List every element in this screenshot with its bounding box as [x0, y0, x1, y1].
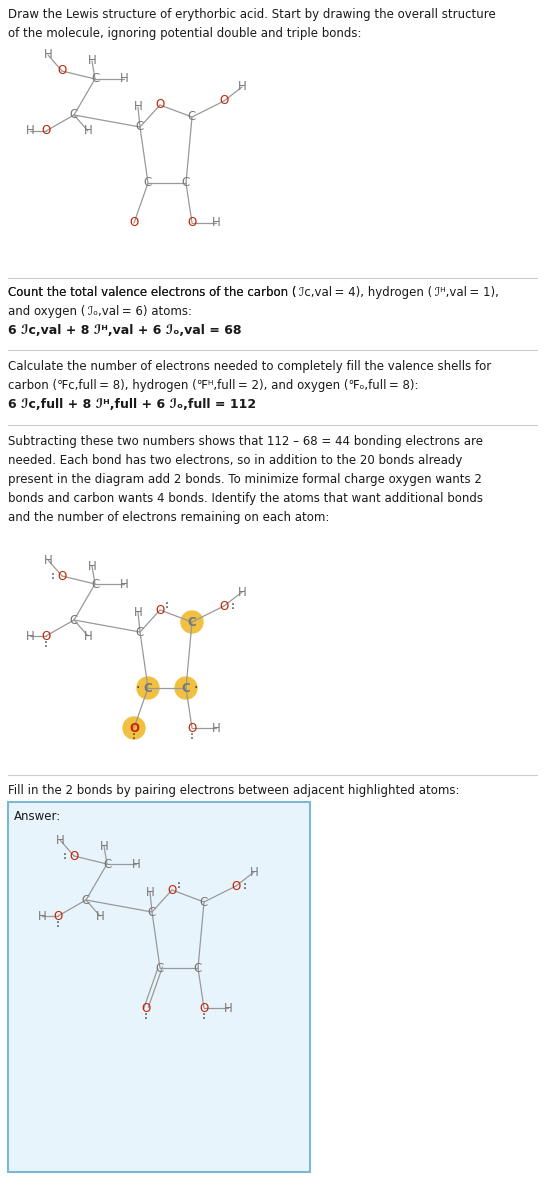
Text: O: O [187, 722, 197, 735]
Text: O: O [53, 909, 63, 922]
Text: H: H [238, 586, 246, 599]
Text: C: C [82, 894, 90, 907]
Text: :: : [55, 919, 61, 929]
Text: C: C [91, 72, 99, 85]
Text: H: H [88, 54, 96, 67]
Text: H: H [119, 578, 129, 590]
Text: :: : [176, 880, 182, 890]
Text: :: : [131, 731, 137, 740]
Text: O: O [155, 98, 165, 111]
Text: 6 ℐᴄ,full + 8 ℐᴴ,full + 6 ℐₒ,full = 112: 6 ℐᴄ,full + 8 ℐᴴ,full + 6 ℐₒ,full = 112 [8, 398, 256, 411]
Text: Draw the Lewis structure of erythorbic acid. Start by drawing the overall struct: Draw the Lewis structure of erythorbic a… [8, 8, 496, 40]
Text: C: C [70, 109, 78, 122]
Text: :: : [164, 600, 170, 611]
Text: H: H [44, 554, 52, 567]
Text: C: C [144, 681, 153, 694]
Text: H: H [238, 80, 246, 93]
Text: O: O [232, 880, 241, 893]
Text: H: H [250, 866, 258, 879]
Text: O: O [141, 1001, 150, 1014]
Text: O: O [187, 216, 197, 229]
Text: Count the total valence electrons of the carbon (: Count the total valence electrons of the… [8, 286, 296, 299]
Text: O: O [129, 216, 138, 229]
Text: H: H [44, 48, 52, 61]
Text: Count the total valence electrons of the carbon ( ℐᴄ,val = 4), hydrogen ( ℐᴴ,val: Count the total valence electrons of the… [8, 286, 499, 318]
Text: H: H [83, 629, 92, 642]
Text: :: : [189, 731, 195, 740]
Text: Fill in the 2 bonds by pairing electrons between adjacent highlighted atoms:: Fill in the 2 bonds by pairing electrons… [8, 784, 459, 797]
Text: O: O [41, 629, 51, 642]
Text: H: H [134, 606, 142, 619]
Text: C: C [136, 120, 144, 133]
Text: C: C [91, 578, 99, 590]
Text: :: : [62, 852, 68, 861]
Text: H: H [38, 909, 46, 922]
Text: H: H [26, 124, 34, 137]
Text: O: O [69, 849, 78, 862]
Text: Calculate the number of electrons needed to completely fill the valence shells f: Calculate the number of electrons needed… [8, 360, 491, 392]
Text: C: C [148, 906, 156, 919]
Text: O: O [199, 1001, 209, 1014]
Text: C: C [156, 961, 164, 974]
Text: C: C [70, 613, 78, 626]
Text: O: O [220, 600, 228, 613]
Text: H: H [100, 840, 108, 853]
Circle shape [181, 611, 203, 633]
Text: :: : [242, 881, 248, 890]
Text: O: O [129, 722, 139, 735]
Text: C: C [194, 961, 202, 974]
Text: Subtracting these two numbers shows that 112 – 68 = 44 bonding electrons are
nee: Subtracting these two numbers shows that… [8, 435, 483, 524]
Text: :: : [50, 570, 56, 581]
Text: H: H [132, 857, 141, 870]
Circle shape [123, 717, 145, 739]
Text: O: O [57, 65, 66, 78]
Text: :: : [230, 601, 236, 611]
Text: H: H [26, 629, 34, 642]
Text: H: H [83, 124, 92, 137]
Circle shape [137, 677, 159, 699]
Text: Answer:: Answer: [14, 810, 61, 823]
Text: O: O [57, 569, 66, 582]
Text: C: C [200, 895, 208, 908]
Text: O: O [155, 603, 165, 616]
Text: :: : [201, 1011, 207, 1022]
Text: C: C [181, 681, 190, 694]
Text: :: : [43, 639, 49, 650]
Text: C: C [187, 615, 196, 628]
Text: ·: · [194, 681, 198, 694]
Text: H: H [56, 834, 64, 847]
Text: H: H [211, 722, 220, 735]
Text: C: C [103, 857, 111, 870]
Text: H: H [134, 100, 142, 113]
Text: O: O [41, 124, 51, 137]
Text: O: O [220, 94, 228, 107]
Text: H: H [146, 886, 154, 899]
Text: H: H [211, 216, 220, 229]
Text: H: H [95, 909, 105, 922]
Text: C: C [182, 176, 190, 189]
FancyBboxPatch shape [8, 802, 310, 1172]
Text: C: C [136, 626, 144, 639]
Text: H: H [88, 560, 96, 573]
Text: C: C [188, 111, 196, 124]
Text: O: O [167, 883, 177, 896]
Text: H: H [223, 1001, 232, 1014]
Text: 6 ℐᴄ,val + 8 ℐᴴ,val + 6 ℐₒ,val = 68: 6 ℐᴄ,val + 8 ℐᴴ,val + 6 ℐₒ,val = 68 [8, 324, 241, 337]
Text: C: C [144, 176, 152, 189]
Circle shape [175, 677, 197, 699]
Text: ·: · [136, 681, 140, 694]
Text: :: : [143, 1011, 149, 1022]
Text: H: H [119, 72, 129, 85]
